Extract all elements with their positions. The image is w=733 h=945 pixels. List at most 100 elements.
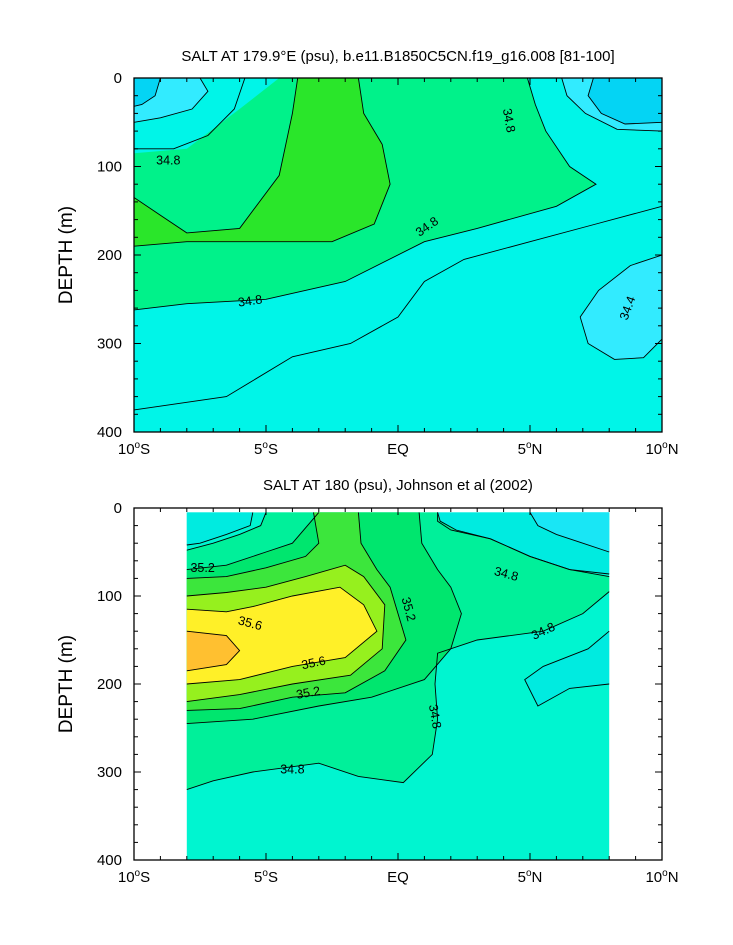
contour-line — [186, 512, 462, 725]
contour-line — [587, 78, 662, 125]
x-tick-number: 5 — [254, 441, 262, 458]
contour-label-group: 35.2 — [399, 596, 419, 623]
contour-line — [579, 254, 662, 360]
contour-line — [134, 78, 299, 234]
contour-line — [186, 564, 386, 703]
x-tick-hemisphere: N — [532, 869, 543, 886]
contour-line — [134, 78, 161, 107]
x-tick-number: 5 — [518, 869, 526, 886]
contour-fill-region — [524, 631, 610, 706]
contour-label: 35.6 — [300, 653, 327, 672]
contour-label-group: 34.8 — [493, 564, 520, 584]
x-tick-number: 10 — [118, 441, 135, 458]
contour-label-group: 34.8 — [237, 292, 263, 309]
contour-line — [186, 512, 407, 711]
contour-line — [134, 78, 209, 123]
contour-label: 35.2 — [295, 684, 321, 702]
contour-line — [186, 630, 241, 672]
contour-line — [186, 512, 320, 571]
contour-line — [186, 512, 267, 551]
contour-line — [134, 78, 246, 150]
contour-label: 35.2 — [190, 561, 214, 575]
contour-label: 34.8 — [493, 564, 520, 584]
contour-line — [561, 78, 662, 132]
x-tick-hemisphere: S — [140, 441, 150, 458]
x-tick-degree: o — [135, 440, 141, 451]
contour-fill-region — [134, 78, 161, 107]
contour-label-group: 35.6 — [237, 613, 264, 633]
contour-label: 34.8 — [237, 292, 263, 309]
x-tick-label: 5oS — [254, 440, 278, 458]
x-tick-hemisphere: S — [268, 441, 278, 458]
contour-line — [186, 586, 378, 685]
chart-title: SALT AT 179.9°E (psu), b.e11.B1850C5CN.f… — [181, 48, 614, 65]
contour-label: 34.8 — [500, 107, 518, 133]
y-axis-label: DEPTH (m) — [56, 206, 77, 304]
y-tick-label: 100 — [97, 588, 122, 605]
x-tick-label: 10oS — [118, 440, 150, 458]
plot-area: 35.235.635.635.235.234.834.834.834.8 — [134, 508, 662, 860]
contour-line — [134, 78, 391, 247]
y-tick-label: 400 — [97, 424, 122, 441]
contour-label-group: 34.8 — [426, 703, 444, 729]
y-tick-label: 300 — [97, 764, 122, 781]
y-tick-label: 0 — [114, 500, 122, 517]
contour-fill-region — [186, 512, 253, 545]
contour-line — [134, 205, 662, 411]
x-tick-hemisphere: N — [668, 869, 679, 886]
x-tick-label: 5oN — [518, 440, 543, 458]
x-tick-hemisphere: S — [268, 869, 278, 886]
y-axis-label: DEPTH (m) — [56, 635, 77, 733]
x-tick-label: EQ — [387, 869, 409, 886]
x-tick-label: 5oS — [254, 868, 278, 886]
x-tick-label: 10oN — [645, 868, 678, 886]
x-tick-hemisphere: N — [668, 441, 679, 458]
x-tick-degree: o — [135, 868, 141, 879]
x-tick-number: 10 — [118, 869, 135, 886]
chart-title: SALT AT 180 (psu), Johnson et al (2002) — [263, 477, 533, 494]
contour-label: 35.6 — [237, 613, 264, 633]
x-tick-degree: o — [526, 868, 532, 879]
x-tick-degree: o — [526, 440, 532, 451]
contour-line — [134, 78, 597, 311]
y-tick-label: 400 — [97, 852, 122, 869]
contour-fill-region — [134, 78, 391, 247]
contour-fill-region — [580, 255, 662, 360]
x-tick-degree: o — [262, 868, 268, 879]
contour-fill-region — [588, 78, 662, 124]
contour-label-group: 35.6 — [300, 653, 327, 672]
x-tick-number: EQ — [387, 869, 409, 886]
x-tick-degree: o — [262, 440, 268, 451]
contour-line — [186, 512, 254, 546]
x-tick-label: 5oN — [518, 868, 543, 886]
plot-area: 34.834.834.834.8 34.4 — [134, 78, 662, 432]
y-tick-label: 300 — [97, 336, 122, 353]
contour-label: 34.8 — [156, 153, 180, 167]
x-tick-hemisphere: S — [140, 869, 150, 886]
x-tick-number: EQ — [387, 441, 409, 458]
x-tick-label: 10oS — [118, 868, 150, 886]
contour-line — [186, 512, 320, 579]
contour-label: 34.8 — [426, 703, 444, 729]
y-tick-label: 0 — [114, 70, 122, 87]
contour-label-group: 34.8 — [500, 107, 518, 133]
x-tick-label: EQ — [387, 441, 409, 458]
x-tick-degree: o — [662, 868, 668, 879]
contour-line — [524, 630, 610, 707]
x-tick-number: 5 — [518, 441, 526, 458]
x-tick-number: 5 — [254, 869, 262, 886]
x-tick-label: 10oN — [645, 440, 678, 458]
panel-observed-section: 35.235.635.635.235.234.834.834.834.810oS… — [56, 477, 679, 886]
y-tick-label: 100 — [97, 159, 122, 176]
contour-line — [437, 512, 610, 575]
contour-label-group: 34.8 — [156, 153, 180, 167]
contour-line — [186, 591, 610, 791]
contour-label-group: 34.8 — [280, 762, 304, 776]
contour-label-group: 35.2 — [190, 561, 214, 575]
y-tick-label: 200 — [97, 676, 122, 693]
contour-fill-region — [530, 512, 610, 552]
contour-label: 34.8 — [280, 762, 304, 776]
y-tick-label: 200 — [97, 247, 122, 264]
